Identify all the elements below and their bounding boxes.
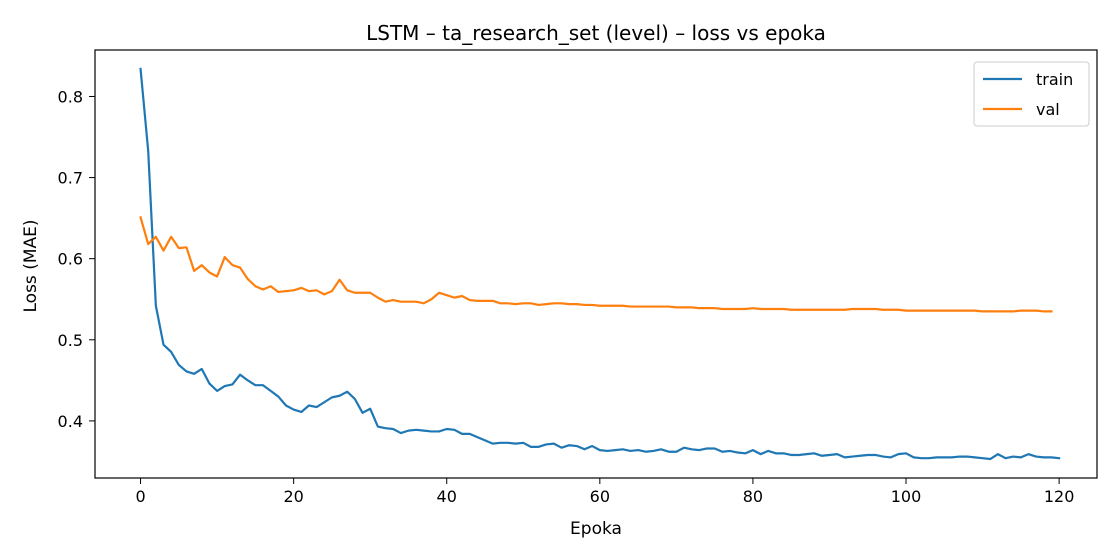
y-tick-label: 0.7: [58, 169, 83, 188]
y-tick-label: 0.8: [58, 87, 83, 106]
x-axis-title: Epoka: [570, 519, 622, 539]
y-axis-title: Loss (MAE): [21, 220, 41, 313]
legend-label-val: val: [1036, 100, 1060, 119]
chart-title: LSTM – ta_research_set (level) – loss vs…: [366, 21, 826, 45]
y-axis: 0.4 0.5 0.6 0.7 0.8: [58, 87, 95, 431]
series-line-train: [139, 67, 1061, 461]
legend-label-train: train: [1036, 70, 1073, 89]
x-tick-label: 60: [590, 487, 610, 506]
plot-area-frame: [94, 49, 1098, 479]
y-tick-label: 0.5: [58, 331, 83, 350]
x-tick-label: 80: [743, 487, 763, 506]
x-tick-label: 100: [891, 487, 922, 506]
x-tick-label: 120: [1044, 487, 1075, 506]
x-tick-label: 0: [135, 487, 145, 506]
series-line-val: [139, 215, 1053, 313]
legend: train val: [973, 61, 1090, 127]
y-tick-label: 0.4: [58, 412, 83, 431]
x-tick-label: 40: [437, 487, 457, 506]
x-tick-label: 20: [283, 487, 303, 506]
y-tick-label: 0.6: [58, 250, 83, 269]
series-layer: [139, 67, 1061, 461]
x-axis: 0 20 40 60 80 100 120: [135, 478, 1074, 506]
